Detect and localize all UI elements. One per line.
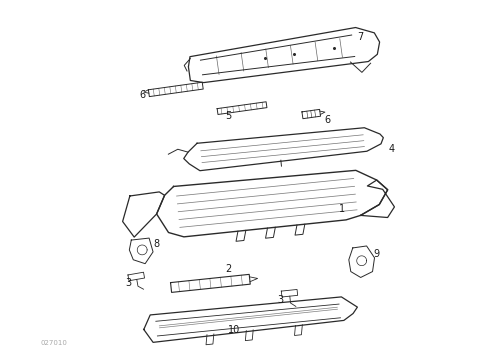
Text: 9: 9 — [373, 249, 380, 259]
Text: 2: 2 — [225, 264, 231, 274]
Text: 10: 10 — [228, 325, 241, 334]
Text: 3: 3 — [278, 295, 284, 305]
Text: 6: 6 — [139, 90, 146, 100]
Text: 027010: 027010 — [40, 341, 67, 346]
Text: 5: 5 — [225, 111, 231, 121]
Text: 6: 6 — [324, 115, 330, 125]
Text: 4: 4 — [389, 144, 394, 154]
Text: 7: 7 — [357, 32, 363, 42]
Text: 1: 1 — [339, 203, 345, 213]
Text: 8: 8 — [153, 239, 159, 249]
Text: 3: 3 — [125, 278, 131, 288]
